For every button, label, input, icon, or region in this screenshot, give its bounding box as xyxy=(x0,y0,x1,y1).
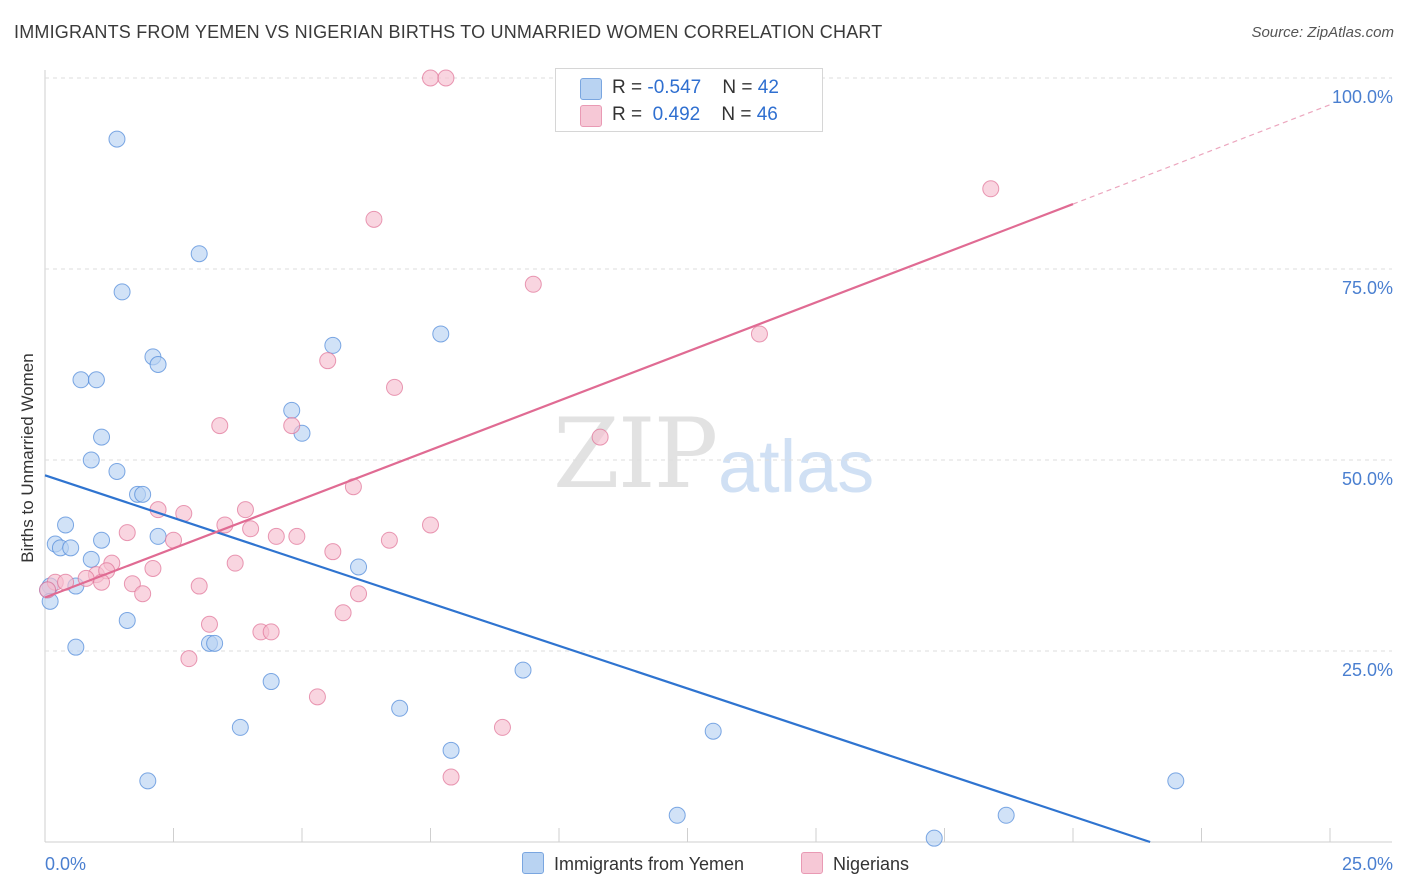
data-point-blue xyxy=(93,531,111,549)
legend-r-label: R = xyxy=(612,77,648,98)
data-point-pink xyxy=(380,531,398,549)
data-point-blue xyxy=(283,401,301,419)
data-point-blue xyxy=(149,527,167,545)
data-point-pink xyxy=(180,650,198,668)
data-point-blue xyxy=(668,806,686,824)
data-point-blue xyxy=(432,325,450,343)
legend-n-value: 42 xyxy=(757,77,779,98)
data-point-pink xyxy=(591,428,609,446)
data-point-pink xyxy=(524,275,542,293)
data-point-blue xyxy=(190,245,208,263)
x-tick-label: 0.0% xyxy=(45,854,86,874)
data-point-pink xyxy=(267,527,285,545)
data-point-blue xyxy=(82,451,100,469)
data-point-blue xyxy=(67,638,85,656)
data-point-blue xyxy=(442,741,460,759)
legend-label-nigerians: Nigerians xyxy=(833,854,910,874)
data-point-pink xyxy=(334,604,352,622)
data-point-blue xyxy=(925,829,943,847)
data-point-pink xyxy=(200,615,218,633)
data-point-pink xyxy=(750,325,768,343)
legend-r-value: -0.547 xyxy=(647,77,702,98)
data-point-blue xyxy=(108,130,126,148)
data-point-pink xyxy=(226,554,244,572)
data-point-pink xyxy=(144,559,162,577)
data-point-blue xyxy=(72,371,90,389)
data-point-pink xyxy=(211,417,229,435)
data-point-blue xyxy=(206,634,224,652)
data-point-pink xyxy=(283,417,301,435)
legend-item-nigerians: Nigerians xyxy=(801,852,909,875)
legend-n-label: N = xyxy=(722,77,758,98)
data-point-blue xyxy=(391,699,409,717)
data-point-blue xyxy=(82,550,100,568)
data-point-blue xyxy=(57,516,75,534)
data-point-blue xyxy=(262,673,280,691)
data-point-pink xyxy=(324,543,342,561)
data-point-pink xyxy=(134,585,152,603)
data-point-blue xyxy=(997,806,1015,824)
data-point-pink xyxy=(422,69,439,87)
chart-title: IMMIGRANTS FROM YEMEN VS NIGERIAN BIRTHS… xyxy=(14,22,883,42)
correlation-legend: R = -0.547 N = 42 R = 0.492 N = 46 xyxy=(555,68,823,132)
data-point-blue xyxy=(350,558,368,576)
data-point-blue xyxy=(113,283,131,301)
watermark-atlas: atlas xyxy=(718,425,875,508)
data-point-pink xyxy=(365,210,383,228)
y-tick-label: 25.0% xyxy=(1342,660,1393,680)
legend-item-yemen: Immigrants from Yemen xyxy=(522,852,744,875)
legend-swatch-pink xyxy=(580,105,602,127)
trend-line-pink xyxy=(44,203,1074,599)
data-point-blue xyxy=(704,722,722,740)
data-point-pink xyxy=(118,524,136,542)
data-point-pink xyxy=(437,69,455,87)
data-point-blue xyxy=(118,611,136,629)
data-point-blue xyxy=(324,336,342,354)
legend-swatch-blue xyxy=(522,852,544,874)
data-point-blue xyxy=(139,772,157,790)
data-point-blue xyxy=(149,356,167,373)
data-point-pink xyxy=(262,623,280,641)
data-point-blue xyxy=(87,371,105,389)
legend-n-value: 46 xyxy=(756,104,778,125)
legend-r-value: 0.492 xyxy=(647,104,701,125)
data-point-pink xyxy=(493,718,511,736)
data-point-pink xyxy=(288,527,306,545)
y-tick-label: 100.0% xyxy=(1332,87,1393,107)
data-point-pink xyxy=(308,688,326,706)
data-point-pink xyxy=(319,352,337,370)
data-point-pink xyxy=(236,501,254,519)
legend-label-yemen: Immigrants from Yemen xyxy=(554,854,745,874)
y-tick-label: 75.0% xyxy=(1342,278,1393,298)
legend-r-label: R = xyxy=(612,104,648,125)
watermark-zip: ZIP xyxy=(553,398,718,510)
x-tick-label: 25.0% xyxy=(1342,854,1393,874)
data-point-pink xyxy=(442,768,460,786)
data-point-blue xyxy=(231,718,249,736)
data-point-blue xyxy=(93,428,111,446)
data-point-blue xyxy=(62,539,80,557)
data-point-blue xyxy=(514,661,532,679)
data-point-pink xyxy=(350,585,368,603)
trend-line-blue xyxy=(44,474,1151,844)
data-point-pink xyxy=(123,575,141,593)
trend-extension-pink xyxy=(1072,104,1331,205)
data-point-pink xyxy=(422,516,439,534)
source-label: Source: ZipAtlas.com xyxy=(1251,24,1394,41)
data-point-blue xyxy=(134,485,152,503)
legend-swatch-pink xyxy=(801,852,823,874)
legend-n-label: N = xyxy=(721,104,757,125)
data-point-pink xyxy=(190,577,208,595)
y-tick-label: 50.0% xyxy=(1342,469,1393,489)
data-point-pink xyxy=(982,180,1000,198)
data-point-pink xyxy=(242,520,260,538)
data-point-blue xyxy=(108,462,126,480)
legend-swatch-blue xyxy=(580,78,602,100)
data-point-blue xyxy=(1167,772,1185,790)
data-point-pink xyxy=(386,378,404,396)
